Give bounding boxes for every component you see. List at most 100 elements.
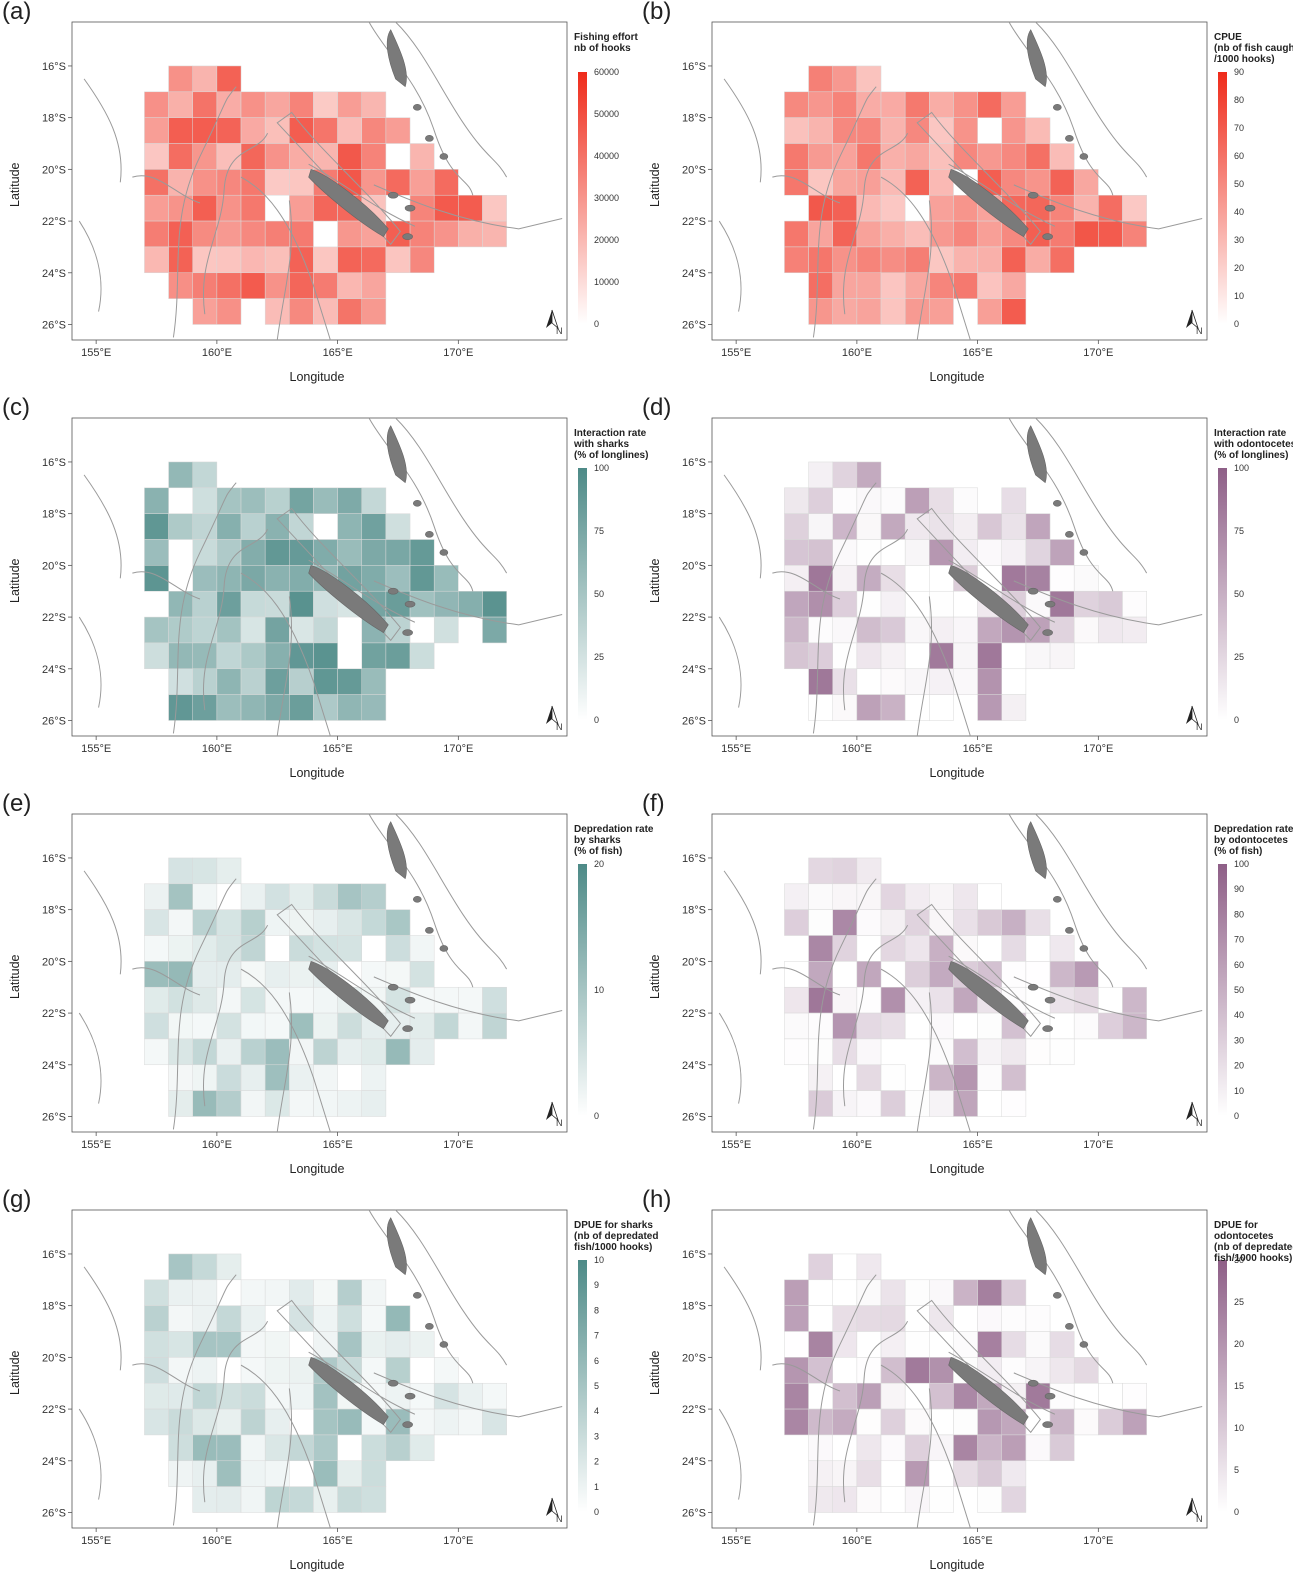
grid-cell (929, 220, 954, 248)
grid-cell (216, 935, 242, 962)
grid-cell (1025, 117, 1051, 144)
grid-cell (904, 298, 930, 325)
color-legend: 100 75 50 25 0 (1218, 463, 1249, 725)
grid-cell (168, 961, 193, 988)
grid-cell (361, 1090, 387, 1117)
grid-cell (832, 1279, 858, 1306)
grid-cell (168, 642, 193, 670)
legend-tick-label: 20 (594, 859, 604, 869)
axes: 155°E 160°E 165°E 170°E 16°S 18°S 20°S 22°S 24°S… (682, 853, 1113, 1151)
grid-cell (1025, 246, 1051, 274)
grid-cell (168, 1460, 193, 1487)
grid-cell (856, 246, 882, 274)
legend-tick-label: 7 (594, 1331, 599, 1341)
grid-cell (1049, 143, 1075, 170)
grid-cell (144, 194, 169, 222)
vanuatu-island (1052, 1292, 1062, 1299)
contour-line (172, 878, 237, 1130)
grid-cell (1073, 194, 1099, 222)
grid-cell (337, 1460, 363, 1487)
contour-line (916, 596, 933, 737)
grid-cell (192, 1012, 218, 1040)
legend-tick-label: 90 (1234, 884, 1244, 894)
grid-cell (856, 616, 882, 644)
grid-cell (168, 246, 193, 274)
grid-cell (337, 117, 363, 144)
grid-cell (784, 143, 809, 170)
north-arrow: N (1186, 705, 1203, 732)
vanuatu-island (1079, 945, 1089, 952)
vanuatu-island (439, 549, 449, 556)
grid-cell (977, 1460, 1003, 1487)
grid-cell (168, 1382, 193, 1410)
color-legend: 60000 50000 40000 30000 20000 10000 0 (578, 67, 619, 329)
grid-cell (808, 1305, 833, 1332)
grid-cell (313, 1331, 338, 1358)
grid-cell (385, 539, 411, 566)
grid-cell (313, 642, 338, 670)
grid-cell (264, 961, 290, 988)
legend-title-line: fish/1000 hooks) (574, 1242, 653, 1253)
legend-tick-label: 20000 (594, 235, 619, 245)
grid-cell (1073, 565, 1099, 592)
grid-cell (808, 117, 833, 144)
contour-line (1013, 184, 1203, 230)
grid-cell (977, 539, 1003, 566)
legend-title: Depredation rate by odontocetes (% of fish… (1214, 824, 1293, 857)
lon-tick-label: 155°E (721, 743, 751, 755)
grid-cell (433, 169, 459, 196)
contour-line (83, 78, 122, 183)
legend-tick-label: 60 (1234, 960, 1244, 970)
grid-cell (856, 1012, 882, 1040)
grid-cell (216, 169, 242, 196)
grid-cell (784, 1305, 809, 1332)
grid-cell (216, 143, 242, 170)
contour-line (916, 992, 933, 1133)
grid-cell (929, 1408, 954, 1436)
grid-cell (832, 91, 858, 118)
grid-cell (977, 1434, 1003, 1462)
grid-cell (192, 616, 218, 644)
grid-cell (880, 1331, 906, 1358)
legend-tick-label: 10 (1234, 1086, 1244, 1096)
grid-cell (808, 539, 833, 566)
grid-cell (832, 513, 858, 540)
legend-tick-label: 0 (1234, 715, 1239, 725)
grid-cell (289, 616, 314, 644)
grid-cell (1049, 1357, 1075, 1384)
contour-line (203, 1320, 269, 1503)
grid-cell (1073, 169, 1099, 196)
grid-cell (482, 194, 507, 222)
bathymetry-contours (78, 21, 563, 341)
grid-cell (289, 513, 314, 540)
grid-cell (904, 935, 930, 962)
grid-cell (313, 1012, 338, 1040)
grid-cell (929, 246, 954, 274)
legend-tick-label: 30 (1234, 235, 1244, 245)
grid-cell (289, 694, 314, 721)
grid-cell (880, 1434, 906, 1462)
contour-line (368, 813, 474, 988)
lat-tick-label: 16°S (682, 1249, 706, 1261)
grid-cell (289, 487, 314, 514)
svg-text:N: N (556, 722, 563, 732)
axes: 155°E 160°E 165°E 170°E 16°S 18°S 20°S 22°S 24°S… (42, 1249, 473, 1547)
lat-tick-label: 18°S (42, 905, 66, 917)
contour-line (240, 1364, 331, 1529)
contour-line (132, 1363, 201, 1392)
grid-cell (337, 169, 363, 196)
contour-line (1008, 21, 1114, 196)
grid-cell (240, 642, 266, 670)
grid-cell (192, 883, 218, 910)
legend-tick-label: 70 (1234, 935, 1244, 945)
grid-cell (264, 91, 290, 118)
grid-cell (904, 246, 930, 274)
map-panel-c: (c) 155°E 160°E 165°E 170°E 16°S 18°S 20°S 22°S 2… (0, 394, 648, 792)
grid-cell (385, 1305, 411, 1332)
grid-cell (264, 1331, 290, 1358)
grid-cell (240, 883, 266, 910)
contour-line (1008, 813, 1114, 988)
legend-title-line: Depredation rate (1214, 824, 1293, 835)
grid-cell (216, 65, 242, 93)
grid-cell (409, 1434, 435, 1462)
